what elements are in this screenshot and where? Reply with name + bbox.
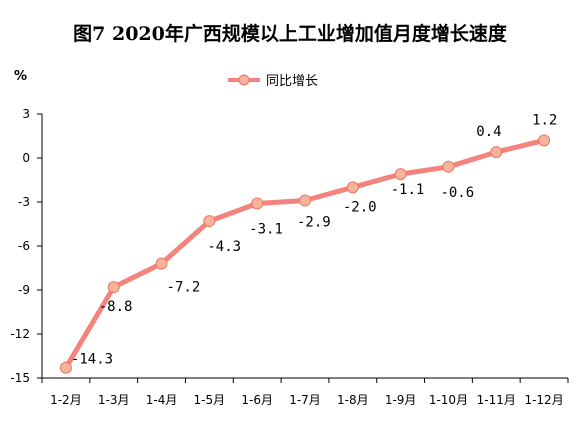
data-label: -8.8 — [99, 299, 133, 315]
data-label: -3.1 — [249, 221, 283, 237]
data-point — [203, 215, 216, 228]
data-point — [394, 168, 407, 181]
legend: 同比增长 — [228, 74, 318, 89]
x-tick-label: 1-9月 — [385, 393, 417, 407]
data-point — [538, 134, 551, 147]
x-tick-label: 1-10月 — [429, 393, 468, 407]
data-point — [442, 160, 455, 173]
y-tick-label: 0 — [22, 151, 30, 165]
y-tick-label: -9 — [18, 283, 30, 297]
series-line — [63, 137, 547, 371]
x-tick-label: 1-5月 — [194, 393, 226, 407]
y-tick-label: 3 — [22, 107, 30, 121]
y-tick-label: -6 — [18, 239, 30, 253]
data-point — [155, 257, 168, 270]
data-label: -7.2 — [167, 280, 201, 296]
y-tick-label: -15 — [10, 371, 30, 385]
data-series — [59, 134, 551, 374]
data-point — [251, 197, 264, 210]
legend-label: 同比增长 — [266, 74, 318, 89]
data-label: -4.3 — [207, 239, 241, 255]
y-axis-ticks: 3 0 -3 -6 -9 -12 -15 — [10, 107, 42, 385]
data-label: 1.2 — [532, 112, 557, 128]
data-point — [299, 194, 311, 207]
x-tick-label: 1-8月 — [337, 393, 369, 407]
data-label: 0.4 — [476, 124, 501, 140]
x-tick-label: 1-12月 — [524, 393, 563, 407]
y-tick-label: -3 — [18, 195, 30, 209]
data-point — [59, 361, 72, 374]
data-point — [490, 146, 503, 159]
data-point — [346, 181, 359, 194]
data-label: -1.1 — [391, 182, 425, 198]
y-axis-unit-label: % — [14, 69, 27, 84]
y-tick-label: -12 — [10, 327, 30, 341]
data-label: -2.0 — [343, 199, 377, 215]
data-label: -2.9 — [297, 215, 331, 231]
x-tick-label: 1-11月 — [477, 393, 516, 407]
data-label: -0.6 — [440, 185, 474, 201]
chart-title: 图7 2020年广西规模以上工业增加值月度增长速度 — [73, 22, 508, 45]
x-tick-label: 1-3月 — [98, 393, 130, 407]
x-tick-label: 1-7月 — [289, 393, 321, 407]
data-point — [107, 281, 120, 294]
x-tick-label: 1-6月 — [241, 393, 273, 407]
legend-marker-swatch — [238, 74, 250, 86]
data-label: -14.3 — [71, 352, 113, 368]
x-axis-ticks: 1-2月 1-3月 1-4月 1-5月 1-6月 1-7月 1-8月 1-9月 1-10月 1-1… — [41, 378, 569, 407]
x-tick-label: 1-2月 — [50, 393, 82, 407]
x-tick-label: 1-4月 — [146, 393, 178, 407]
data-labels: -14.3 -8.8 -7.2 -4.3 -3.1 -2.9 -2.0 -1.1 -0.6 0.4… — [71, 112, 557, 367]
